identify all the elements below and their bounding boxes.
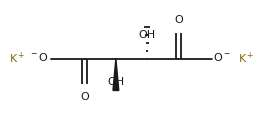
Text: O: O — [80, 92, 89, 102]
Polygon shape — [113, 58, 119, 90]
Text: O: O — [174, 15, 183, 25]
Text: OH: OH — [139, 30, 156, 40]
Text: $^-$O: $^-$O — [29, 51, 49, 63]
Text: O$^-$: O$^-$ — [214, 51, 231, 63]
Text: K$^+$: K$^+$ — [238, 51, 254, 66]
Text: K$^+$: K$^+$ — [9, 51, 25, 66]
Text: OH: OH — [107, 77, 124, 87]
